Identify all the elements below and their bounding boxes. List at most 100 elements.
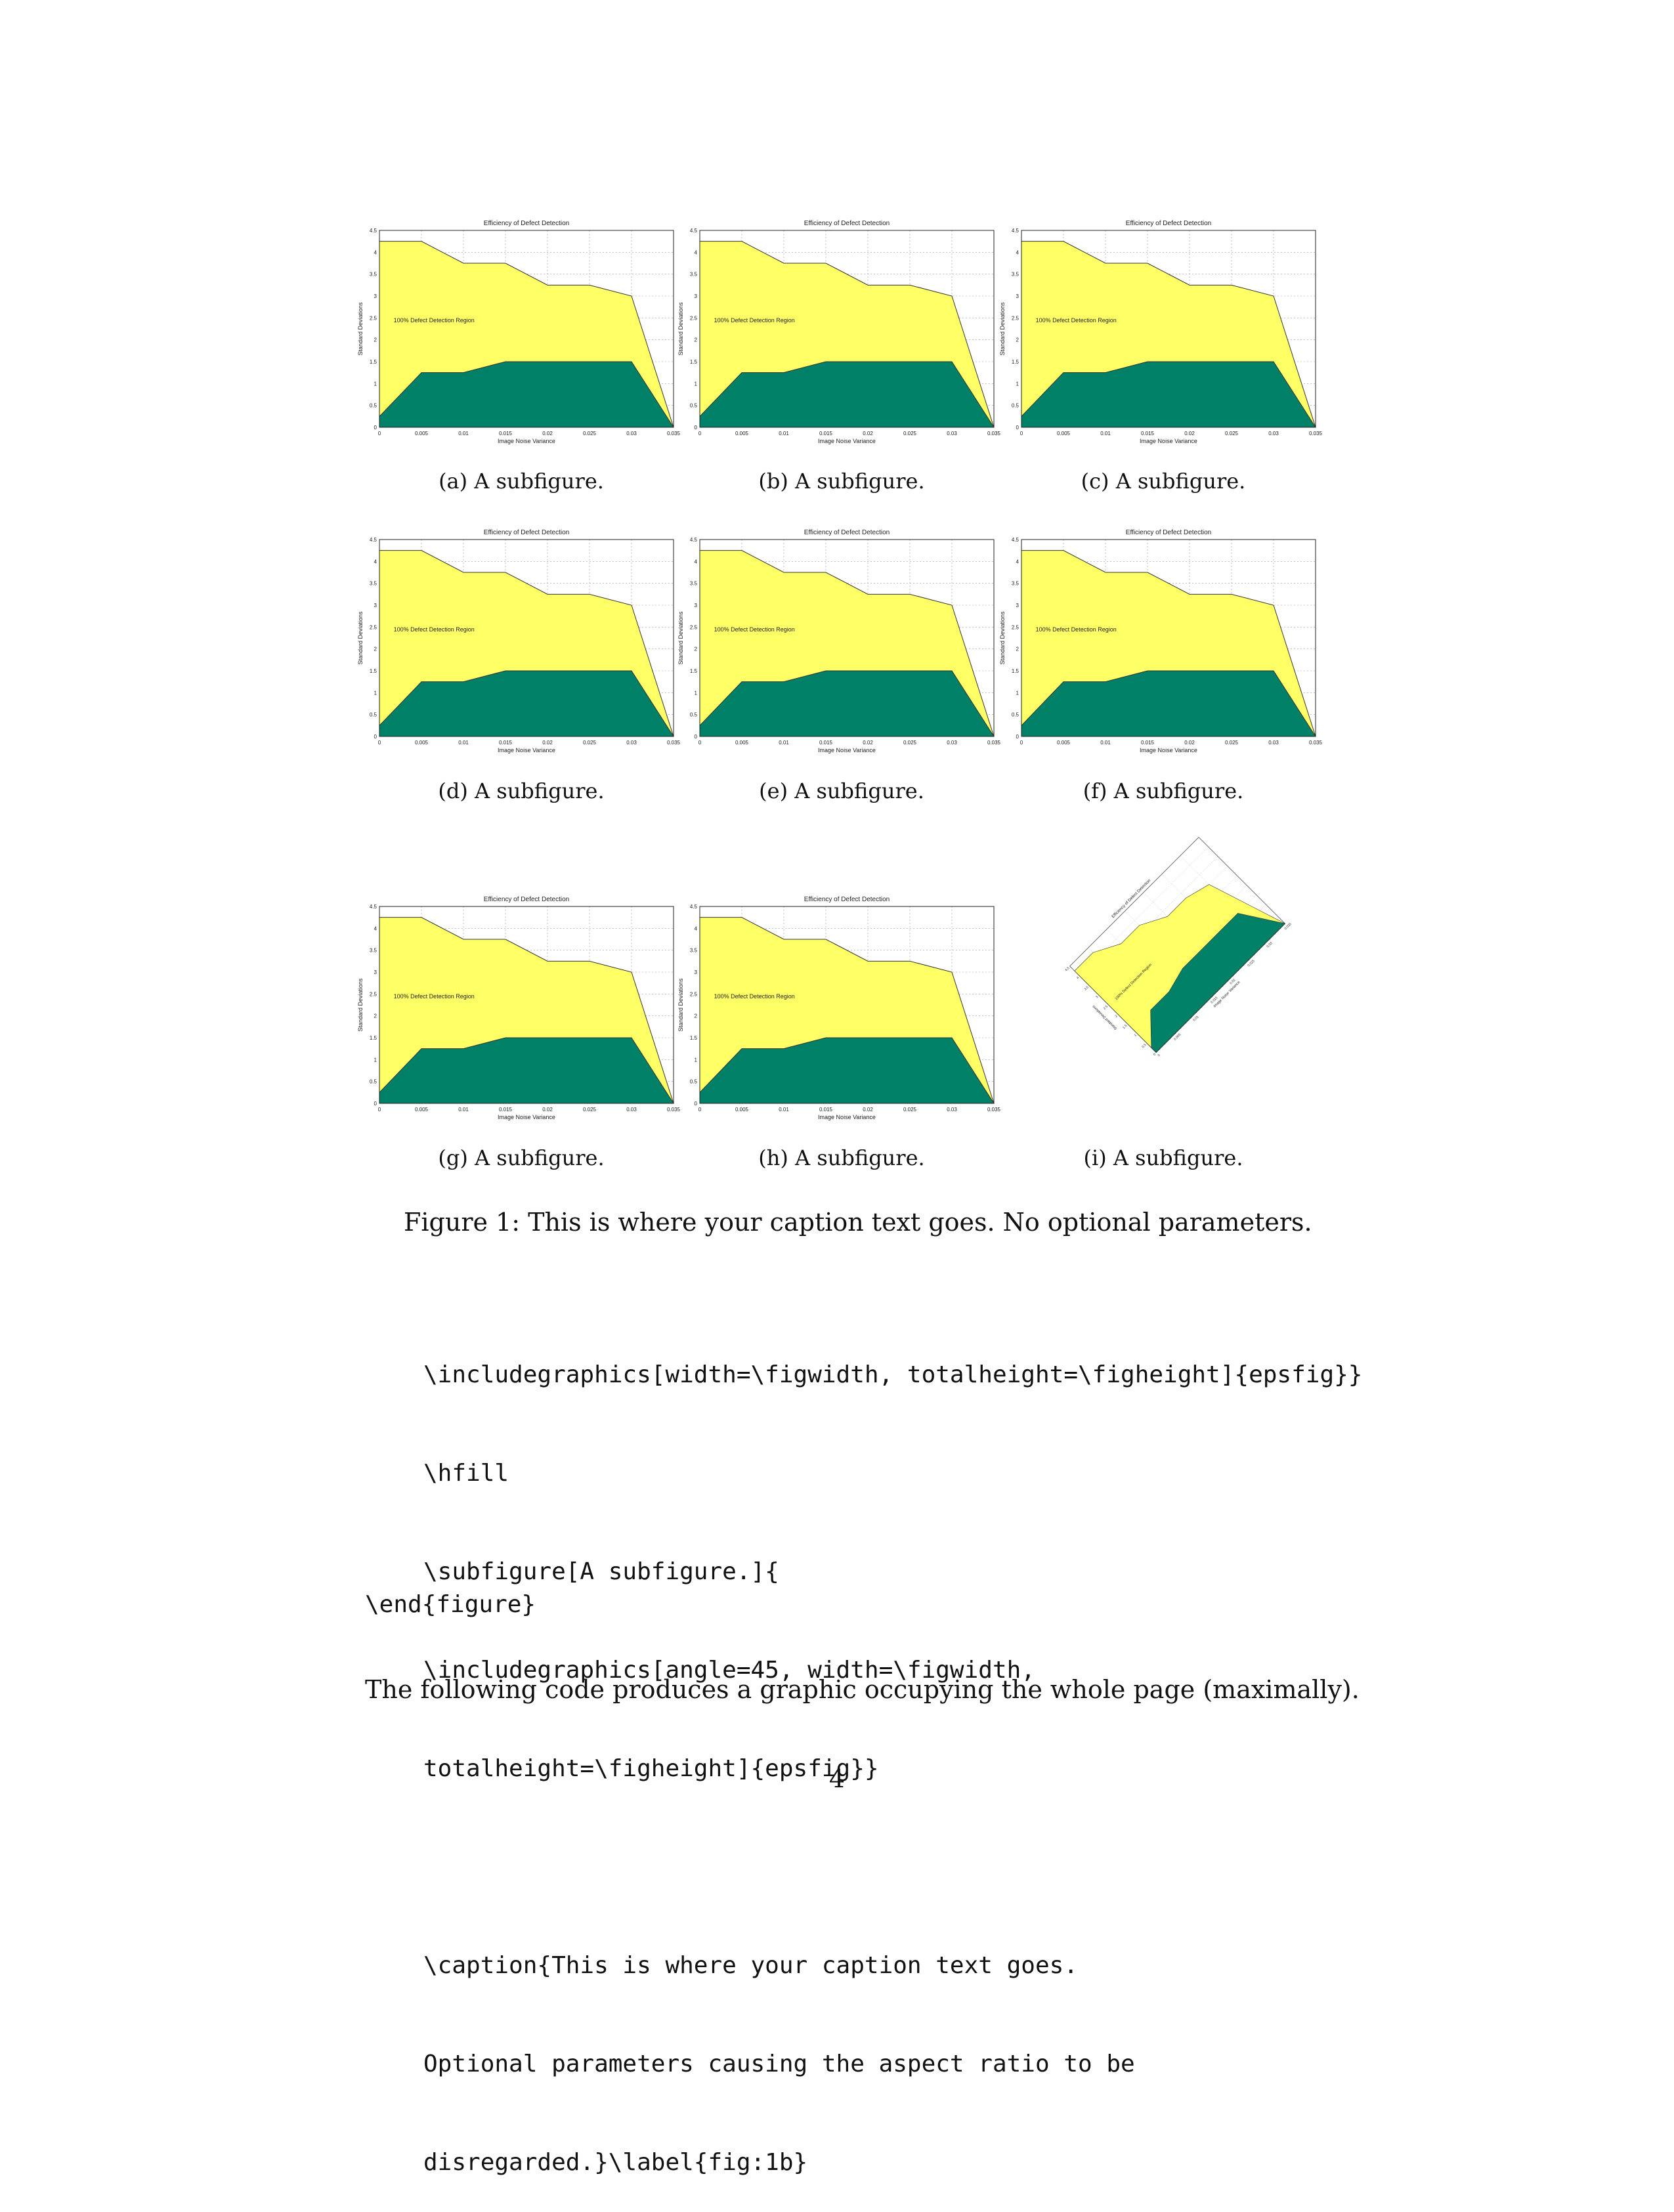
x-tick-label: 0.01 xyxy=(1192,1015,1199,1022)
y-tick-label: 4 xyxy=(695,249,698,255)
body-paragraph: The following code produces a graphic oc… xyxy=(365,1675,1360,1704)
x-tick-label: 0.015 xyxy=(499,431,513,436)
y-tick-label: 3 xyxy=(374,603,377,608)
y-axis-label: Standard Deviations xyxy=(999,302,1006,356)
code-line: \subfigure[A subfigure.]{ xyxy=(423,1558,779,1585)
y-axis-label: Standard Deviations xyxy=(357,302,364,356)
area-series-2 xyxy=(1021,361,1316,428)
chart-svg: Efficiency of Defect Detection 0 0.5 1 1.5 2 2… xyxy=(1064,837,1293,1057)
y-tick-label: 3.5 xyxy=(1012,581,1019,587)
y-tick-label: 2 xyxy=(1016,337,1019,343)
y-tick-label: 2 xyxy=(1016,647,1019,652)
chart-title: Efficiency of Defect Detection xyxy=(804,529,890,536)
x-tick-label: 0.01 xyxy=(1100,740,1111,746)
caption-b: (b) A subfigure. xyxy=(758,469,925,494)
chart-f: Efficiency of Defect Detection 0 0.5 1 1.5 2 2… xyxy=(997,522,1330,765)
code-line xyxy=(423,1851,1362,1884)
y-tick-label: 0 xyxy=(374,1101,377,1107)
y-tick-label: 4.5 xyxy=(1064,966,1070,972)
chart-i-rotated: Efficiency of Defect Detection 0 0.5 1 1.5 2 2… xyxy=(1011,828,1320,1137)
y-tick-label: 3.5 xyxy=(1012,272,1019,278)
y-tick-label: 3.5 xyxy=(370,272,377,278)
y-tick-label: 1 xyxy=(1016,690,1019,696)
y-tick-label: 2 xyxy=(374,1013,377,1019)
x-tick-label: 0.01 xyxy=(779,431,789,436)
y-tick-label: 1.5 xyxy=(1122,1024,1128,1030)
x-tick-label: 0.005 xyxy=(415,1107,429,1113)
x-tick-label: 0.025 xyxy=(903,431,917,436)
y-tick-label: 2 xyxy=(374,337,377,343)
y-axis-label: Standard Deviations xyxy=(677,978,684,1032)
annotation-label: 100% Defect Detection Region xyxy=(394,993,475,1000)
chart-title: Efficiency of Defect Detection xyxy=(1126,220,1211,227)
chart-c: Efficiency of Defect Detection 0 0.5 1 1.5 2 2… xyxy=(997,213,1330,456)
x-tick-label: 0 xyxy=(698,1107,702,1113)
code-line: \includegraphics[angle=45, width=\figwid… xyxy=(423,1657,1035,1684)
x-tick-label: 0.005 xyxy=(735,1107,749,1113)
y-axis-label: Standard Deviations xyxy=(677,302,684,356)
x-tick-label: 0.035 xyxy=(1309,431,1323,436)
x-tick-label: 0.02 xyxy=(1184,740,1195,746)
x-tick-label: 0.005 xyxy=(415,431,429,436)
x-tick-label: 0.015 xyxy=(1141,740,1155,746)
code-line: \includegraphics[width=\figwidth, totalh… xyxy=(423,1361,1363,1388)
y-tick-label: 3 xyxy=(695,969,698,975)
x-tick-label: 0.025 xyxy=(583,431,597,436)
y-tick-label: 1 xyxy=(374,1057,377,1063)
page-number: 4 xyxy=(828,1764,846,1793)
y-tick-label: 4.5 xyxy=(1012,228,1019,234)
y-tick-label: 3 xyxy=(374,969,377,975)
x-tick-label: 0.02 xyxy=(542,1107,553,1113)
area-series-2 xyxy=(699,361,995,428)
y-tick-label: 3.5 xyxy=(370,948,377,954)
annotation-label: 100% Defect Detection Region xyxy=(1036,317,1117,324)
x-tick-label: 0.035 xyxy=(667,740,681,746)
annotation-label: 100% Defect Detection Region xyxy=(714,993,795,1000)
plot-frame xyxy=(379,906,674,1104)
x-tick-label: 0.005 xyxy=(1057,740,1071,746)
code-line: totalheight=\figheight]{epsfig}} xyxy=(423,1755,879,1782)
y-axis-label: Standard Deviations xyxy=(357,978,364,1032)
y-tick-label: 1 xyxy=(374,690,377,696)
plot-frame xyxy=(1069,837,1285,1053)
chart-svg: Efficiency of Defect Detection 0 0.5 1 1.5 2 2… xyxy=(677,529,1001,754)
chart-svg: Efficiency of Defect Detection 0 0.5 1 1.5 2 2… xyxy=(677,220,1001,444)
y-tick-label: 0 xyxy=(374,734,377,740)
annotation-label: 100% Defect Detection Region xyxy=(394,626,475,633)
x-tick-label: 0.01 xyxy=(779,740,789,746)
chart-title: Efficiency of Defect Detection xyxy=(1126,529,1211,536)
x-tick-label: 0.035 xyxy=(1309,740,1323,746)
y-tick-label: 1.5 xyxy=(690,359,698,365)
y-tick-label: 0 xyxy=(695,425,698,431)
chart-title: Efficiency of Defect Detection xyxy=(1111,878,1151,919)
x-tick-label: 0.025 xyxy=(583,1107,597,1113)
y-tick-label: 2 xyxy=(374,647,377,652)
y-tick-label: 2 xyxy=(695,647,698,652)
x-tick-label: 0.03 xyxy=(947,740,957,746)
x-tick-label: 0.005 xyxy=(735,740,749,746)
y-tick-label: 4.5 xyxy=(690,228,698,234)
area-series-2 xyxy=(699,1037,995,1104)
y-tick-label: 0.5 xyxy=(370,1079,377,1085)
y-tick-label: 4 xyxy=(1016,559,1019,564)
x-tick-label: 0 xyxy=(378,740,381,746)
y-tick-label: 4.5 xyxy=(370,904,377,910)
caption-h: (h) A subfigure. xyxy=(758,1145,925,1170)
y-tick-label: 1 xyxy=(695,1057,698,1063)
y-tick-label: 4.5 xyxy=(370,228,377,234)
y-tick-label: 4 xyxy=(695,925,698,931)
y-tick-label: 1.5 xyxy=(1012,668,1019,674)
x-tick-label: 0.02 xyxy=(1184,431,1195,436)
x-tick-label: 0.035 xyxy=(987,740,1001,746)
x-tick-label: 0.035 xyxy=(667,1107,681,1113)
y-tick-label: 4 xyxy=(374,249,377,255)
y-tick-label: 3 xyxy=(695,293,698,299)
area-series-2 xyxy=(379,670,674,737)
y-tick-label: 1.5 xyxy=(690,1035,698,1041)
x-tick-label: 0.03 xyxy=(947,431,957,436)
chart-svg: Efficiency of Defect Detection 0 0.5 1 1.5 2 2… xyxy=(357,896,681,1120)
y-tick-label: 3.5 xyxy=(1084,985,1090,991)
caption-g: (g) A subfigure. xyxy=(438,1145,605,1170)
y-tick-label: 0.5 xyxy=(690,403,698,409)
y-axis-label: Standard Deviations xyxy=(677,611,684,665)
